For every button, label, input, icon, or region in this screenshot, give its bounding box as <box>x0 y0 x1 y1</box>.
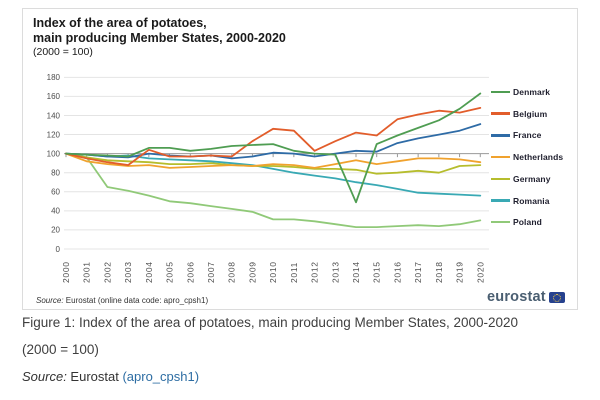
chart-title-line2: main producing Member States, 2000-2020 <box>33 30 286 45</box>
legend-swatch-poland <box>491 220 510 224</box>
series-line-poland <box>65 152 482 229</box>
figure-caption-subtitle: (2000 = 100) <box>22 342 99 357</box>
x-axis-tick-label: 2018 <box>434 261 444 283</box>
legend-label: Netherlands <box>513 152 564 163</box>
y-axis-tick-label: 40 <box>51 207 60 216</box>
legend-label: Romania <box>513 195 550 206</box>
line-chart: 0 20 40 60 80 100 120 140 160 180 2000 2001 2002 2003… <box>47 73 489 283</box>
series-line-belgium <box>65 107 482 167</box>
legend-item-belgium: Belgium <box>491 108 547 120</box>
x-axis-tick-label: 2005 <box>165 261 175 283</box>
source-text: Eurostat (online data code: apro_cpsh1) <box>63 296 209 305</box>
y-axis-tick-label: 60 <box>51 188 60 197</box>
legend-item-germany: Germany <box>491 173 551 185</box>
series-line-france <box>65 123 482 160</box>
y-axis-tick-label: 20 <box>51 226 60 235</box>
x-axis-tick-label: 2012 <box>310 261 320 283</box>
legend-label: Belgium <box>513 108 548 119</box>
legend-item-france: France <box>491 129 541 141</box>
legend-label: Poland <box>513 217 542 228</box>
chart-title-line1: Index of the area of potatoes, <box>33 16 207 30</box>
legend-swatch-netherlands <box>491 155 510 159</box>
x-axis-tick-label: 2004 <box>144 261 154 283</box>
legend-item-romania: Romania <box>491 195 550 207</box>
y-axis-tick-label: 180 <box>47 73 61 82</box>
figure-source-text: Eurostat <box>66 369 123 384</box>
x-axis-tick-label: 2014 <box>351 261 361 283</box>
x-axis-tick-label: 2008 <box>227 261 237 283</box>
series-line-germany <box>65 152 482 175</box>
chart-title: Index of the area of potatoes, main prod… <box>33 16 286 45</box>
source-label: Source: <box>36 296 64 305</box>
x-axis-tick-label: 2007 <box>206 261 216 283</box>
eu-flag-icon <box>548 291 565 303</box>
series-line-romania <box>65 152 482 197</box>
legend-swatch-denmark <box>491 90 510 94</box>
x-axis-tick-label: 2003 <box>123 261 133 283</box>
legend-label: Denmark <box>513 87 551 97</box>
x-axis-tick-label: 2011 <box>289 262 299 283</box>
y-axis-tick-label: 160 <box>47 92 61 101</box>
x-axis-tick-label: 2006 <box>185 261 195 283</box>
x-axis-tick-label: 2019 <box>455 261 465 283</box>
figure-source: Source: Eurostat (apro_cpsh1) <box>22 369 199 384</box>
x-axis-tick-label: 2013 <box>330 261 340 283</box>
x-axis-tick-label: 2009 <box>247 261 257 283</box>
y-axis-tick-label: 80 <box>51 169 60 178</box>
x-axis-tick-label: 2000 <box>61 261 71 283</box>
x-axis-tick-label: 2016 <box>392 261 402 283</box>
caption-source-link[interactable]: (apro_cpsh1) <box>122 369 200 384</box>
x-axis-tick-label: 2002 <box>102 261 112 283</box>
y-axis-tick-label: 100 <box>47 149 61 158</box>
legend-item-netherlands: Netherlands <box>491 151 563 163</box>
chart-card: Index of the area of potatoes, main prod… <box>22 8 578 310</box>
x-axis-tick-label: 2020 <box>475 261 485 283</box>
figure-caption: Figure 1: Index of the area of potatoes,… <box>22 315 519 330</box>
legend-label: France <box>513 130 542 141</box>
legend-swatch-belgium <box>491 112 510 115</box>
chart-subtitle: (2000 = 100) <box>33 46 93 58</box>
chart-source-note: Source: Eurostat (online data code: apro… <box>36 296 208 305</box>
y-axis-tick-label: 140 <box>47 111 61 120</box>
legend-label: Germany <box>513 173 551 184</box>
legend-item-poland: Poland <box>491 216 542 228</box>
legend-swatch-romania <box>491 199 510 202</box>
series-line-denmark <box>65 92 482 204</box>
series-line-netherlands <box>65 152 482 169</box>
figure-source-label: Source: <box>22 369 67 384</box>
x-axis-tick-label: 2017 <box>413 261 423 283</box>
legend-item-denmark: Denmark <box>491 86 550 98</box>
eurostat-logo-text: eurostat <box>487 289 546 305</box>
eurostat-logo: eurostat <box>487 289 565 305</box>
legend-swatch-france <box>491 134 510 137</box>
legend-swatch-germany <box>491 177 510 180</box>
x-axis-tick-label: 2010 <box>268 261 278 283</box>
y-axis-tick-label: 120 <box>47 130 61 139</box>
x-axis-tick-label: 2015 <box>372 261 382 283</box>
y-axis-tick-label: 0 <box>56 245 61 254</box>
x-axis-tick-label: 2001 <box>82 261 92 283</box>
